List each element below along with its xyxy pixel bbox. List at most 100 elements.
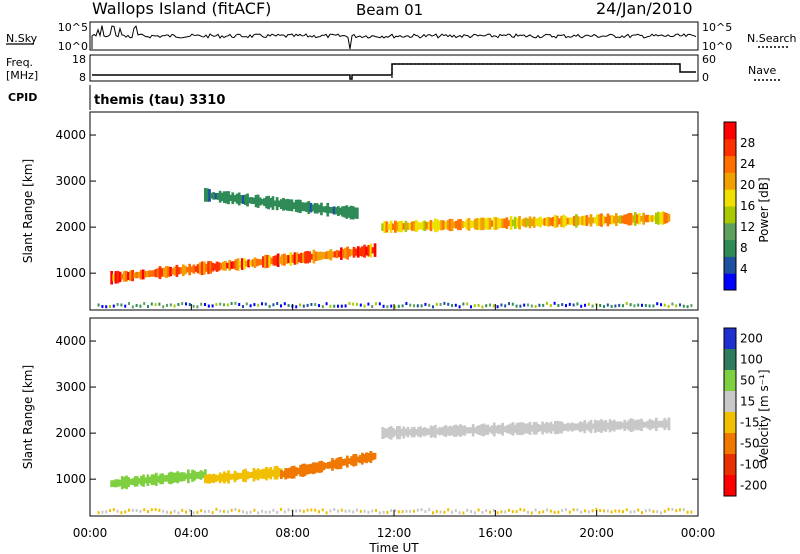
data-cell-1-107 <box>606 213 610 227</box>
velocity-colorbar-tick-3: 15 <box>740 395 755 409</box>
near-range-cell <box>359 303 362 307</box>
near-range-cell <box>219 302 222 306</box>
data-cell-2-35 <box>354 453 358 466</box>
near-range-cell <box>565 304 567 308</box>
y-tick-label-3: 4000 <box>55 334 86 348</box>
data-cell-2-49 <box>307 201 311 214</box>
data-cell-1-97 <box>585 215 589 226</box>
data-cell-1-88 <box>566 218 570 225</box>
data-cell-0-43 <box>201 471 205 479</box>
data-cell-0-24 <box>160 268 164 277</box>
data-cell-3-30 <box>444 425 448 438</box>
cpid-text: themis (tau) 3310 <box>94 93 225 108</box>
velocity-colorbar-swatch-6 <box>724 454 736 476</box>
near-range-cell <box>401 510 404 514</box>
data-cell-1-25 <box>256 468 260 481</box>
data-cell-0-22 <box>156 268 160 278</box>
near-range-cell <box>413 509 415 513</box>
data-cell-1-77 <box>543 218 547 226</box>
near-range-cell <box>375 509 377 513</box>
data-cell-1-36 <box>457 219 460 231</box>
data-cell-0-90 <box>300 252 303 263</box>
data-cell-0-82 <box>283 253 286 266</box>
data-cell-0-14 <box>139 269 143 280</box>
data-cell-0-67 <box>251 259 255 267</box>
data-cell-0-68 <box>253 257 257 268</box>
near-range-cell <box>534 508 537 512</box>
near-range-cell <box>686 510 689 514</box>
data-cell-2-41 <box>367 453 370 462</box>
data-cell-3-23 <box>429 425 433 438</box>
data-cell-1-47 <box>480 217 483 231</box>
near-range-cell <box>504 304 507 308</box>
data-cell-0-6 <box>122 271 126 282</box>
velocity-colorbar-tick-7: -200 <box>740 479 767 493</box>
data-cell-0-8 <box>127 272 130 280</box>
data-cell-0-87 <box>293 252 297 265</box>
data-cell-2-33 <box>273 200 277 207</box>
data-cell-1-90 <box>570 217 574 225</box>
near-range-cell <box>443 510 446 514</box>
data-cell-1-5 <box>214 474 218 482</box>
near-range-cell <box>557 304 560 307</box>
power-ylabel: Slant Range [km] <box>21 159 35 263</box>
data-cell-3-116 <box>625 421 629 429</box>
near-range-cell <box>496 511 499 515</box>
data-cell-2-40 <box>365 452 368 464</box>
data-cell-3-68 <box>524 423 528 434</box>
near-range-cell <box>329 509 332 513</box>
data-cell-0-123 <box>369 243 373 258</box>
near-range-cell <box>390 304 393 308</box>
data-cell-0-124 <box>371 247 375 254</box>
near-range-cell <box>101 510 104 514</box>
data-cell-3-66 <box>520 422 523 436</box>
power-colorbar-tick-4: 20 <box>740 178 755 192</box>
near-range-cell <box>131 305 134 309</box>
y-tick-label-0: 1000 <box>55 266 86 280</box>
data-cell-2-69 <box>349 205 353 220</box>
data-cell-0-11 <box>133 272 137 279</box>
velocity-colorbar-swatch-1 <box>724 349 736 371</box>
data-cell-3-120 <box>633 420 637 430</box>
near-range-cell <box>139 304 142 308</box>
near-range-cell <box>226 303 229 307</box>
data-cell-1-42 <box>469 220 473 229</box>
y-tick-label-2: 3000 <box>55 380 86 394</box>
near-range-cell <box>420 304 423 308</box>
data-cell-2-52 <box>313 203 317 214</box>
velocity-colorbar-tick-2: 50 <box>740 374 755 388</box>
data-cell-2-1 <box>282 471 285 478</box>
data-cell-3-97 <box>585 423 589 430</box>
data-cell-1-51 <box>488 218 492 230</box>
near-range-cell <box>321 508 324 512</box>
data-cell-3-52 <box>490 425 494 434</box>
data-cell-0-65 <box>247 259 250 268</box>
data-cell-1-10 <box>402 223 406 230</box>
near-range-cell <box>162 305 165 309</box>
data-cell-3-12 <box>406 427 410 438</box>
data-cell-2-47 <box>303 202 306 212</box>
near-range-cell <box>682 508 685 512</box>
date-title: 24/Jan/2010 <box>596 0 693 18</box>
data-cell-2-23 <box>329 461 332 469</box>
data-cell-3-114 <box>621 422 624 429</box>
data-cell-1-84 <box>558 218 561 225</box>
power-colorbar: 4 8 12 16 20 24 28 <box>723 121 755 291</box>
data-cell-3-95 <box>581 422 584 431</box>
velocity-panel: 1000 2000 3000 4000 Slant Range [km] <box>21 317 699 517</box>
data-cell-1-29 <box>442 220 446 230</box>
near-range-cell <box>679 508 681 512</box>
near-range-cell <box>112 508 115 512</box>
data-cell-1-55 <box>497 218 500 229</box>
data-cell-2-36 <box>356 456 360 463</box>
data-cell-0-55 <box>226 262 229 269</box>
data-cell-1-24 <box>254 469 258 480</box>
data-cell-1-125 <box>644 215 648 223</box>
data-cell-3-82 <box>553 421 557 435</box>
near-range-cell <box>325 511 328 515</box>
near-range-cell <box>268 510 271 514</box>
near-range-cell <box>451 510 453 514</box>
data-cell-3-61 <box>509 423 513 435</box>
data-cell-3-14 <box>410 427 414 438</box>
data-cell-1-16 <box>237 472 241 480</box>
